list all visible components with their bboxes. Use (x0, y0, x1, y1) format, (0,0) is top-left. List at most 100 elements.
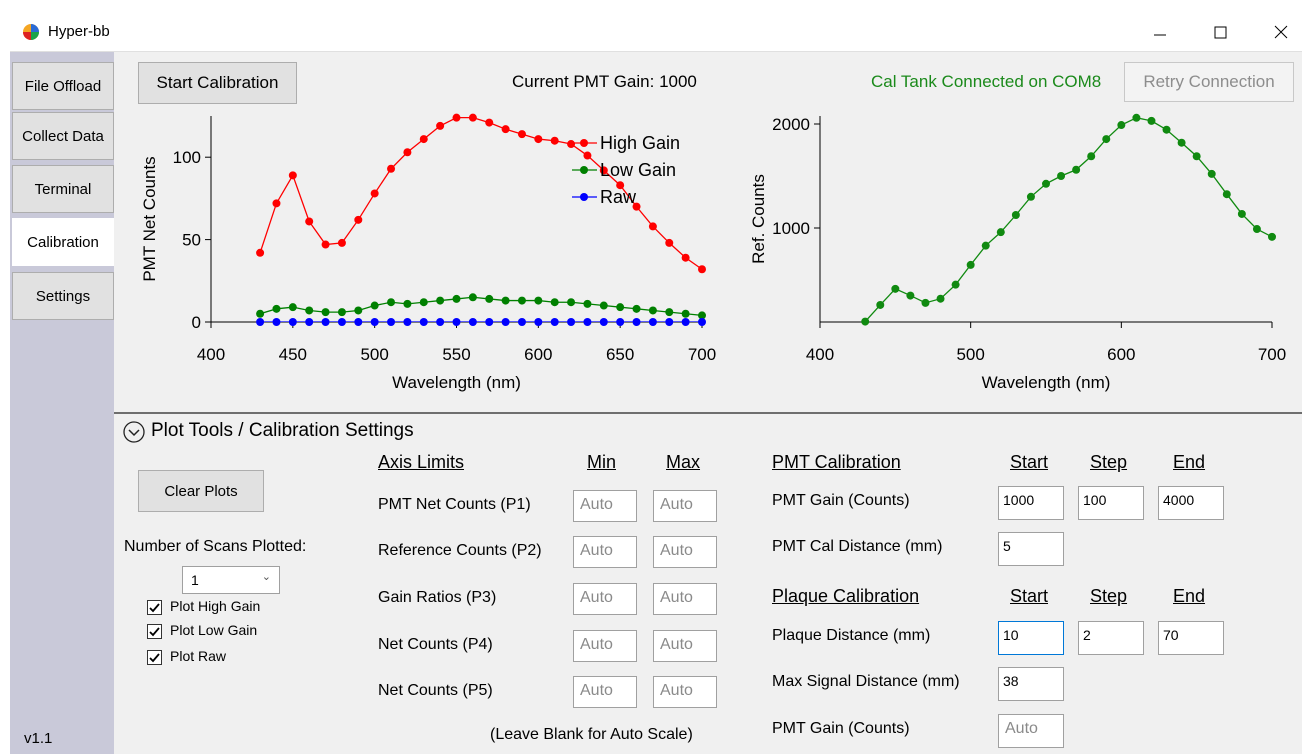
window-title: Hyper-bb (48, 23, 110, 40)
data-point (632, 304, 641, 313)
data-point (1177, 138, 1186, 147)
y-tick-label: 0 (192, 313, 201, 332)
sidebar-tab[interactable]: Calibration (12, 218, 114, 266)
legend-label: Raw (600, 187, 637, 207)
data-point (698, 311, 706, 320)
row-label: PMT Gain (Counts) (772, 720, 910, 737)
value-input[interactable]: Auto (998, 714, 1064, 748)
data-point (501, 125, 510, 134)
checkbox[interactable] (147, 600, 162, 615)
sidebar-tab[interactable]: Collect Data (12, 112, 114, 160)
data-point (951, 280, 960, 289)
scans-combo[interactable]: 1 ⌄ (182, 566, 280, 594)
margin (0, 0, 1302, 12)
data-point (436, 121, 445, 130)
combo-arrow: ⌄ (261, 571, 271, 583)
data-point (256, 318, 265, 326)
data-point (436, 296, 445, 305)
value-input[interactable]: 100 (1078, 486, 1144, 520)
max-input[interactable]: Auto (653, 536, 717, 568)
value-input[interactable]: 5 (998, 532, 1064, 566)
max-input[interactable]: Auto (653, 676, 717, 708)
min-input[interactable]: Auto (573, 536, 637, 568)
row-label: Net Counts (P5) (378, 682, 493, 699)
data-point (485, 294, 494, 303)
start-calibration-button[interactable]: Start Calibration (138, 62, 297, 104)
value-input[interactable]: 1000 (998, 486, 1064, 520)
x-tick-label: 500 (956, 345, 984, 364)
data-point (337, 238, 346, 247)
data-point (321, 318, 330, 326)
checkbox[interactable] (147, 624, 162, 639)
row-label: PMT Cal Distance (mm) (772, 538, 943, 555)
sidebar-tab[interactable]: File Offload (12, 62, 114, 110)
data-point (550, 136, 559, 145)
data-point (1011, 210, 1020, 219)
data-point (452, 318, 461, 326)
data-point (681, 309, 690, 318)
data-point (648, 306, 657, 315)
series-line (259, 116, 702, 270)
x-tick-label: 650 (606, 345, 634, 364)
data-point (1268, 232, 1276, 241)
max-input[interactable]: Auto (653, 630, 717, 662)
data-point (665, 318, 674, 326)
checkbox-label: Plot High Gain (170, 598, 261, 614)
y-tick-label: 2000 (772, 115, 810, 134)
data-point (272, 199, 281, 208)
data-point (1132, 113, 1141, 122)
sidebar-tab[interactable]: Settings (12, 272, 114, 320)
y-tick-label: 1000 (772, 219, 810, 238)
data-point (681, 318, 690, 326)
version: v1.1 (24, 730, 53, 747)
window-controls[interactable] (1140, 22, 1300, 44)
charts: 400 450 500 550 600 650 700 0 50 100 Wavelength (n… (140, 113, 1286, 392)
row-label: Net Counts (P4) (378, 636, 493, 653)
max-input[interactable]: Auto (653, 583, 717, 615)
data-point (616, 181, 625, 190)
data-point (1222, 190, 1231, 199)
max-input[interactable]: Auto (653, 490, 717, 522)
data-point (534, 318, 543, 326)
value-input[interactable]: 70 (1158, 621, 1224, 655)
data-point (550, 318, 559, 326)
min-input[interactable]: Auto (573, 676, 637, 708)
data-point (387, 318, 396, 326)
app-icon (23, 24, 39, 40)
data-point (1162, 125, 1171, 134)
data-point (419, 135, 428, 144)
value-input[interactable]: 38 (998, 667, 1064, 701)
min-input[interactable]: Auto (573, 490, 637, 522)
section-header[interactable]: Plot Tools / Calibration Settings (151, 420, 414, 441)
data-point (321, 240, 330, 249)
min-input[interactable]: Auto (573, 583, 637, 615)
data-point (370, 318, 379, 326)
check-mark (149, 603, 160, 613)
check-mark (149, 627, 160, 637)
row-label: Reference Counts (P2) (378, 542, 542, 559)
retry-button[interactable]: Retry Connection (1124, 62, 1294, 102)
collapse-icon[interactable] (122, 420, 146, 444)
data-point (567, 318, 576, 326)
data-point (632, 318, 641, 326)
legend-marker (580, 139, 588, 147)
data-point (436, 318, 445, 326)
series-line (259, 296, 702, 317)
data-point (354, 318, 363, 326)
data-point (305, 217, 314, 226)
column-header: Step (1090, 452, 1128, 472)
note: (Leave Blank for Auto Scale) (490, 726, 693, 743)
value-input[interactable]: 2 (1078, 621, 1144, 655)
data-point (337, 318, 346, 326)
clear-plots-button[interactable]: Clear Plots (138, 470, 264, 512)
data-point (1026, 192, 1035, 201)
min-input[interactable]: Auto (573, 630, 637, 662)
sidebar-tab[interactable]: Terminal (12, 165, 114, 213)
value-input[interactable]: 4000 (1158, 486, 1224, 520)
row-label: PMT Net Counts (P1) (378, 496, 531, 513)
value-input[interactable]: 10 (998, 621, 1064, 655)
row-label: Gain Ratios (P3) (378, 589, 497, 606)
data-point (1192, 152, 1201, 161)
data-point (517, 130, 526, 139)
checkbox[interactable] (147, 650, 162, 665)
